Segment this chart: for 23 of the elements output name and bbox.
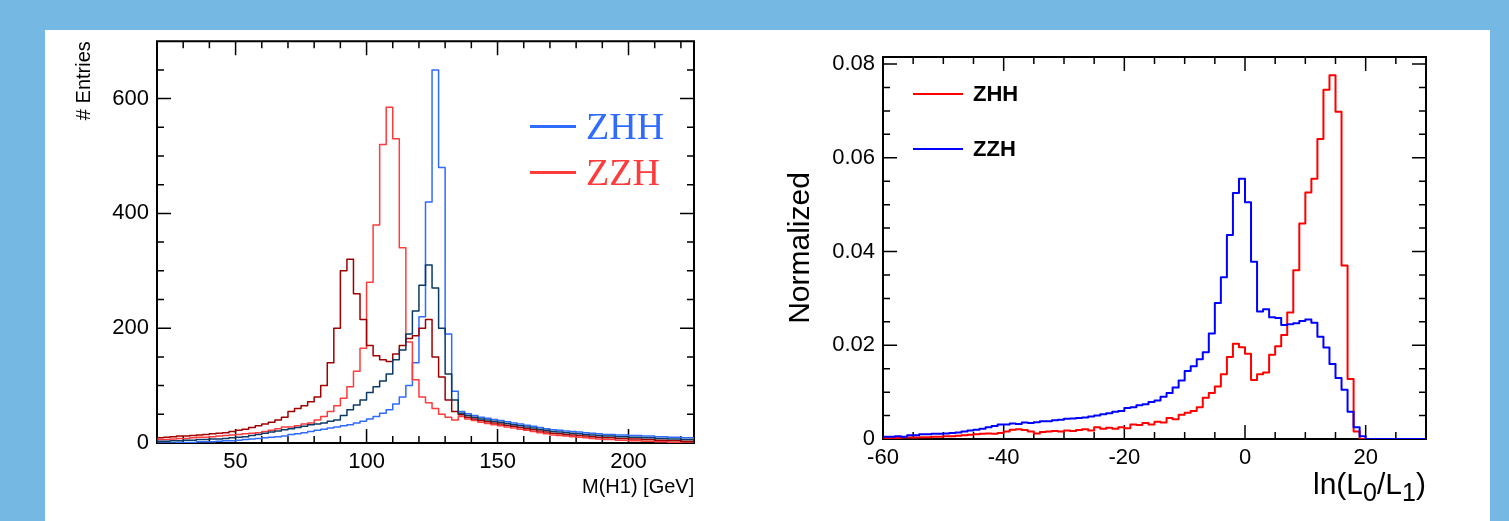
legend-label: ZHH <box>973 80 1019 108</box>
x-tick-label: -20 <box>1108 444 1141 470</box>
y-tick-label: 0.02 <box>832 331 875 357</box>
x-tick-label: 0 <box>1238 444 1252 470</box>
y-tick-label: 0.04 <box>832 237 875 263</box>
x-tick-label: 200 <box>610 448 647 474</box>
x-tick-label: -40 <box>987 444 1020 470</box>
x-axis-title: M(H1) [GeV] <box>582 475 695 498</box>
legend-label: ZZH <box>973 135 1016 163</box>
y-tick-label: 0.08 <box>832 50 875 76</box>
y-axis-title: # Entries <box>72 41 95 123</box>
x-tick-label: 150 <box>479 448 516 474</box>
y-axis-title: Normalized <box>782 171 816 326</box>
y-tick-label: 200 <box>112 314 149 340</box>
legend-label: ZZH <box>586 151 660 194</box>
x-tick-label: 50 <box>223 448 248 474</box>
y-tick-label: 0.06 <box>832 143 875 169</box>
y-tick-label: 600 <box>112 84 149 110</box>
y-tick-label: 400 <box>112 199 149 225</box>
x-tick-label: 100 <box>348 448 385 474</box>
legend-label: ZHH <box>586 105 665 148</box>
x-tick-label: 20 <box>1353 444 1378 470</box>
x-axis-title: ln(L$_{0}$/L$_{1}$) <box>1313 467 1426 507</box>
